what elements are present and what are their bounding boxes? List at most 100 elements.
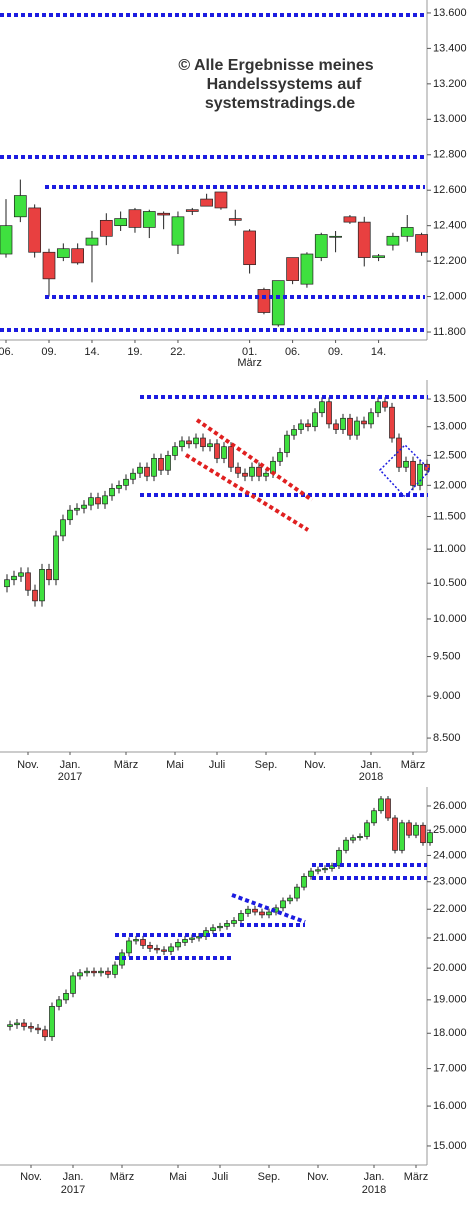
x-tick-label: Nov. <box>17 759 39 771</box>
candle-body <box>140 939 146 946</box>
x-tick-label: 09. <box>328 346 343 358</box>
candle-body <box>417 463 423 486</box>
candle-body <box>350 837 356 841</box>
candle-body <box>77 972 83 977</box>
candle-body <box>410 460 416 486</box>
y-tick-label: 13.000 <box>433 113 467 125</box>
candle-body <box>144 466 150 477</box>
candle-body <box>207 443 213 448</box>
x-sublabel: März <box>237 357 261 369</box>
candle-body <box>88 497 94 506</box>
candle-body <box>238 913 244 921</box>
candle-body <box>263 472 269 477</box>
candle-body <box>84 970 90 974</box>
candle-body <box>95 497 101 505</box>
candle-body <box>161 949 167 952</box>
candle-body <box>0 225 13 255</box>
x-tick-label: Mai <box>166 759 184 771</box>
candle-body <box>329 865 335 869</box>
candle-body <box>210 927 216 932</box>
candle-body <box>60 519 66 537</box>
candle-body <box>70 975 76 994</box>
candle-body <box>343 839 349 851</box>
x-tick-label: 06. <box>0 346 14 358</box>
candle-body <box>319 401 325 414</box>
candle-body <box>378 798 384 812</box>
y-tick-label: 25.000 <box>433 824 467 836</box>
candle-body <box>130 472 136 480</box>
x-tick-label: 14. <box>371 346 386 358</box>
candle-body <box>361 420 367 425</box>
candle-body <box>21 1022 27 1027</box>
y-tick-label: 12.500 <box>433 449 467 461</box>
trend-line <box>195 418 314 502</box>
candle-body <box>364 822 370 837</box>
candle-body <box>280 900 286 909</box>
candle-body <box>392 817 398 851</box>
candle-body <box>109 488 115 497</box>
y-tick-label: 9.500 <box>433 650 461 662</box>
y-tick-label: 12.000 <box>433 290 467 302</box>
candle-body <box>382 401 388 408</box>
x-tick-label: Sep. <box>258 1171 281 1183</box>
candle-body <box>137 466 143 474</box>
candle-body <box>347 417 353 436</box>
y-tick-label: 13.000 <box>433 421 467 433</box>
annotations <box>0 13 432 960</box>
candle-body <box>67 509 73 521</box>
candle-body <box>300 253 314 285</box>
candle-body <box>114 218 127 227</box>
candle-body <box>11 575 17 581</box>
y-tick-label: 15.000 <box>433 1140 467 1152</box>
candle-body <box>259 911 265 916</box>
candle-body <box>63 993 69 1001</box>
candle-body <box>294 886 300 899</box>
y-tick-label: 10.000 <box>433 613 467 625</box>
candle-body <box>13 195 27 218</box>
candle-body <box>322 868 328 871</box>
candle-body <box>182 939 188 943</box>
candle-body <box>245 908 251 914</box>
candle-body <box>315 869 321 872</box>
candle-body <box>301 876 307 888</box>
marks: 11.800 12.000 12.200 12.400 12.600 12.800 13.0… <box>0 0 467 1196</box>
x-tick-label: März <box>401 759 425 771</box>
x-tick-label: Nov. <box>307 1171 329 1183</box>
y-tick-label: 24.000 <box>433 849 467 861</box>
x-sublabel: 2018 <box>359 771 383 783</box>
candle-body <box>375 401 381 414</box>
candle-body <box>354 420 360 436</box>
x-tick-label: Mai <box>169 1171 187 1183</box>
y-tick-label: 10.500 <box>433 577 467 589</box>
candle-body <box>333 423 339 430</box>
candle-body <box>126 940 132 954</box>
candle-body <box>424 463 430 471</box>
x-tick-label: 22. <box>170 346 185 358</box>
candle-body <box>406 822 412 836</box>
x-tick-label: Jan. <box>361 759 382 771</box>
candle-body <box>171 216 185 246</box>
y-tick-label: 21.000 <box>433 932 467 944</box>
candle-body <box>415 234 428 253</box>
y-tick-label: 12.200 <box>433 255 467 267</box>
candle-body <box>243 230 256 266</box>
candle-body <box>158 458 164 471</box>
candle-body <box>186 440 192 445</box>
candle-body <box>284 434 290 453</box>
candle-body <box>123 478 129 486</box>
x-tick-label: März <box>114 759 138 771</box>
x-tick-label: Jan. <box>63 1171 84 1183</box>
x-sublabel: 2017 <box>61 1184 85 1196</box>
candle-body <box>308 870 314 877</box>
candle-body <box>314 234 328 258</box>
candle-body <box>329 235 342 238</box>
x-tick-label: Nov. <box>20 1171 42 1183</box>
candle-body <box>200 198 213 207</box>
candle-body <box>217 925 223 929</box>
candle-body <box>357 836 363 839</box>
candle-body <box>85 237 99 246</box>
candle-body <box>154 948 160 951</box>
trend-line <box>184 453 310 532</box>
